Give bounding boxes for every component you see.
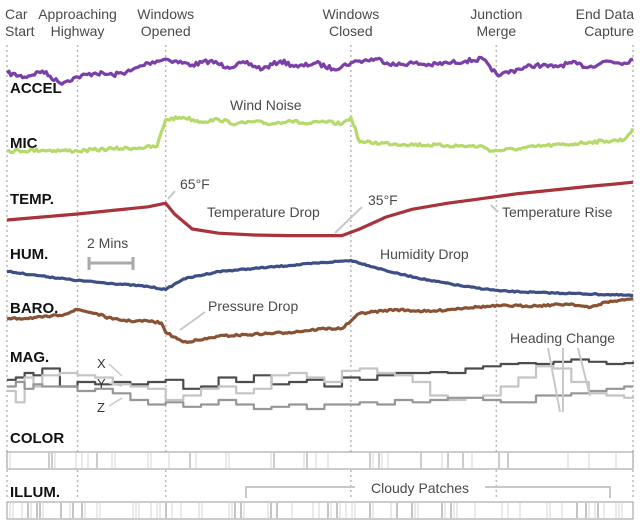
event-label-5: End Data Capture	[576, 6, 635, 39]
sensor-series	[5, 55, 635, 411]
annotation-temp-65-leader	[167, 190, 176, 200]
annotation-temp-rise-leader	[490, 204, 499, 213]
series-line-hum	[7, 258, 634, 298]
series-line-y	[7, 365, 635, 404]
mag-axis-label-y: Y	[97, 376, 106, 391]
mag-axis-label-z: Z	[97, 400, 105, 415]
scale-bar	[87, 257, 135, 270]
event-label-1: Approaching Highway	[38, 6, 117, 39]
event-label-2: Windows Opened	[137, 6, 194, 39]
cloudy-patches-label-bg	[355, 478, 485, 498]
illum-strip-ticks	[9, 503, 623, 518]
scale-label: 2 Mins	[87, 235, 128, 251]
annotation-humidity-drop: Humidity Drop	[380, 246, 469, 262]
sensor-label-mic: MIC	[10, 135, 38, 152]
sensor-label-temp: TEMP.	[10, 191, 54, 208]
event-label-0: Car Start	[5, 6, 35, 39]
annotations: Wind Noise 65°F Temperature Drop 35°F Te…	[87, 97, 615, 415]
series-line-temp	[6, 180, 634, 238]
event-label-4: Junction Merge	[470, 6, 522, 39]
annotation-pressure-drop-leader	[179, 311, 206, 331]
annotation-temp-drop: Temperature Drop	[207, 204, 320, 220]
mag-axis-label-leaders	[108, 363, 123, 407]
sensor-label-hum: HUM.	[10, 246, 48, 263]
annotation-pressure-drop: Pressure Drop	[208, 298, 298, 314]
event-guide-lines	[6, 45, 634, 500]
annotation-heading-change: Heading Change	[510, 330, 615, 346]
annotation-temp-35: 35°F	[368, 192, 398, 208]
event-label-3: Windows Closed	[322, 6, 379, 39]
illum-strip	[6, 501, 634, 520]
sensor-labels: ACCEL MIC TEMP. HUM. BARO. MAG. COLOR IL…	[10, 80, 64, 501]
sensor-label-illum: ILLUM.	[10, 484, 60, 501]
series-line-accel	[5, 55, 634, 86]
sensor-label-accel: ACCEL	[10, 80, 62, 97]
annotation-temp-rise: Temperature Rise	[502, 204, 613, 220]
annotation-temp-65: 65°F	[180, 176, 210, 192]
series-line-x	[7, 358, 635, 390]
series-line-mic	[6, 115, 635, 154]
sensor-label-mag: MAG.	[10, 349, 49, 366]
annotation-cloudy-patches: Cloudy Patches	[371, 480, 469, 496]
mag-axis-label-x: X	[97, 356, 106, 371]
color-strip	[6, 451, 634, 470]
sensor-label-color: COLOR	[10, 430, 64, 447]
annotation-temp-35-leader	[334, 206, 363, 234]
annotation-heading-change-leaders	[547, 347, 591, 413]
series-line-z	[7, 380, 633, 411]
sensor-label-baro: BARO.	[10, 300, 58, 317]
color-strip-ticks	[9, 453, 617, 468]
series-line-baro	[6, 296, 634, 344]
annotation-wind-noise: Wind Noise	[230, 97, 302, 113]
